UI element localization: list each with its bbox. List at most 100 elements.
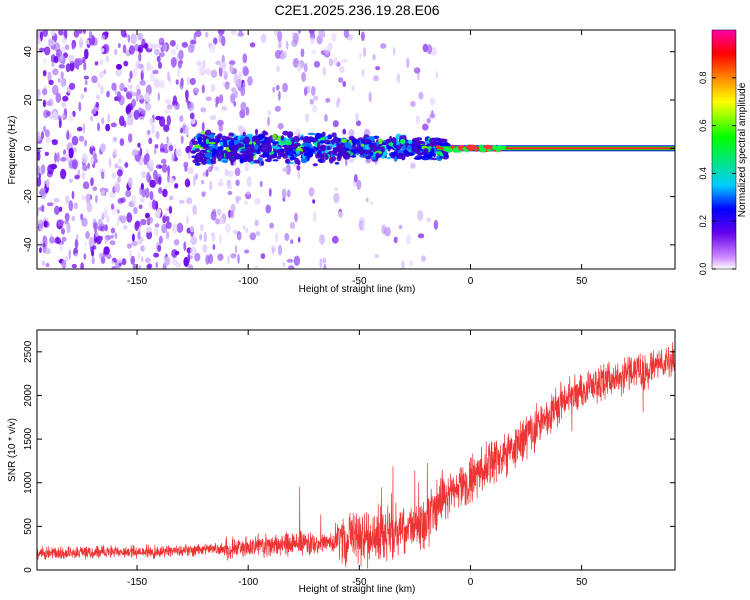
heatmap-cell [202,60,206,68]
heatmap-cell [398,224,403,230]
heatmap-cell [183,241,187,252]
colorbar-tick-label: 0.8 [698,72,708,85]
heatmap-cell [146,230,153,240]
heatmap-cell [45,262,50,268]
heatmap-cell [161,163,168,173]
heatmap-cell [137,32,144,41]
heatmap-cell [278,40,282,49]
heatmap-cell [82,122,86,134]
signal-blob [334,162,340,165]
heatmap-cell [171,155,176,162]
signal-blob [246,133,254,137]
heatmap-cell [110,234,114,239]
heatmap-cell [277,30,283,42]
heatmap-cell [202,244,208,253]
signal-blob [375,152,381,159]
heatmap-cell [106,214,110,224]
signal-blob [272,133,277,140]
heatmap-cell [40,189,47,200]
heatmap-cell [343,30,350,39]
heatmap-cell [356,179,362,190]
spectrogram-ytick-label: -40 [23,237,34,252]
heatmap-cell [341,58,348,64]
heatmap-cell [68,249,71,260]
heatmap-cell [42,88,48,96]
signal-blob [326,141,331,145]
signal-blob [364,150,371,155]
signal-blob [338,151,344,156]
heatmap-cell [372,54,376,61]
heatmap-cell [165,231,170,240]
heatmap-cell [132,263,137,269]
signal-blob [334,139,340,144]
heatmap-cell [161,158,167,164]
signal-blob [284,140,292,146]
heatmap-cell [89,30,93,39]
heatmap-cell [244,200,248,206]
snr-ytick-label: 500 [23,518,34,535]
heatmap-cell [310,85,316,96]
snr-xtick-label: 0 [468,577,474,588]
heatmap-cell [100,85,104,95]
signal-blob [446,147,453,153]
heatmap-cell [102,43,110,54]
heatmap-cell [296,165,301,171]
spectrogram-axes: -150 -100 -50 0 50 40 20 0 -20 -40 [23,30,675,287]
signal-blob [418,155,426,159]
heatmap-cell [37,36,41,45]
heatmap-cell [230,30,237,35]
heatmap-cell [47,71,52,82]
signal-blob [255,128,258,136]
heatmap-cell [47,164,54,175]
heatmap-cell [277,244,283,256]
signal-blob [465,144,473,151]
heatmap-cell [268,188,272,197]
colorbar-label: Normalized spectral amplitude [737,82,748,217]
heatmap-cell [127,177,133,188]
heatmap-cell [175,261,182,269]
signal-blob [200,131,206,135]
heatmap-cell [71,135,79,146]
heatmap-cell [78,101,82,112]
heatmap-cell [221,106,228,111]
heatmap-cell [126,243,133,249]
heatmap-cell [433,219,439,230]
heatmap-cell [260,33,267,43]
heatmap-cell [144,92,150,101]
signal-blob [287,131,294,138]
signal-blob [246,157,254,162]
signal-blob [296,150,300,155]
heatmap-cell [162,188,168,198]
heatmap-cell [121,258,127,266]
signal-blob [239,157,244,164]
heatmap-cell [201,179,204,185]
heatmap-cell [138,264,142,269]
heatmap-cell [158,235,163,244]
snr-xtick-label: -50 [352,577,367,588]
heatmap-cell [245,190,251,196]
signal-blob [417,152,425,155]
heatmap-cell [332,120,339,128]
heatmap-cell [287,189,291,198]
heatmap-cell [215,60,222,66]
signal-blob [423,153,430,158]
heatmap-cell [44,236,48,247]
signal-blob [409,152,415,156]
heatmap-cell [313,60,321,68]
heatmap-cell [242,65,249,77]
heatmap-cell [192,204,197,215]
heatmap-cell [186,76,190,86]
heatmap-cell [348,129,355,137]
heatmap-cell [66,129,70,141]
signal-blob [260,148,268,153]
signal-blob [261,143,268,149]
heatmap-cell [416,72,420,81]
spectrogram-panel: -150 -100 -50 0 50 40 20 0 -20 -40 Height of stra… [7,29,676,295]
heatmap-cell [179,60,184,64]
heatmap-cell [183,161,189,168]
heatmap-cell [90,115,93,122]
heatmap-cell [177,67,181,78]
signal-blob [284,159,291,164]
heatmap-cell [37,131,41,142]
heatmap-cell [81,172,86,180]
